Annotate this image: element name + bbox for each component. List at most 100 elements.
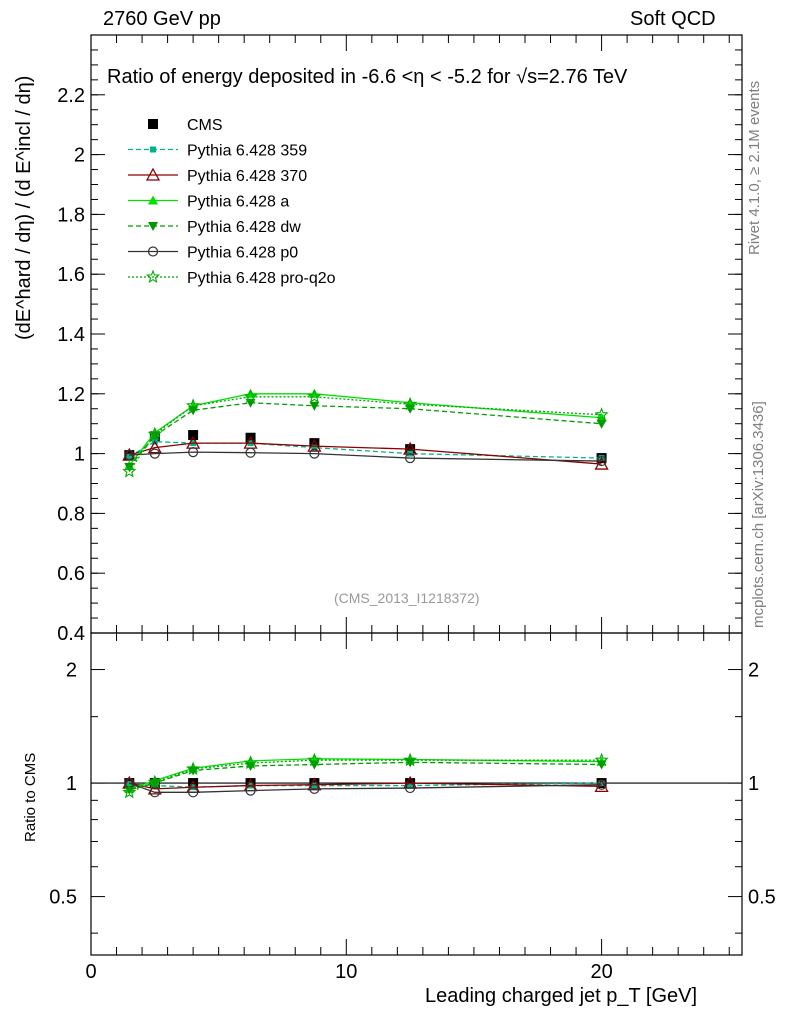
data-point-pq2o [307,752,322,767]
legend-label-pdw: Pythia 6.428 dw [187,219,301,236]
data-point-p370 [147,440,162,454]
ratio-y-tick-label: 0.5 [49,887,77,909]
data-point-pp0 [188,447,199,458]
data-point-pp0 [405,452,416,464]
x-tick-label: 20 [590,961,612,983]
data-point-pp0 [149,787,160,798]
ratio-plot-frame [90,632,743,956]
rivet-version-label: Rivet 4.1.0, ≥ 2.1M events [746,80,763,255]
header-process-label: 2760 GeV pp [103,8,221,30]
data-point-pq2o [307,389,322,403]
plot-title: Ratio of energy deposited in -6.6 <η < -… [107,66,628,88]
legend: CMS Pythia 6.428 359 Pythia 6.428 370 Pythi… [128,117,336,287]
data-point-pp0 [596,779,607,790]
data-point-pq2o [243,389,258,403]
legend-marker-p370 [145,167,161,181]
data-point-pq2o [594,407,609,421]
series-line-p370 [129,442,602,465]
ratio-y-tick-label: 1 [66,773,77,795]
legend-label-p359: Pythia 6.428 359 [187,143,307,160]
data-point-cms [188,778,199,789]
main-y-axis-label: (dE^hard / dη) / (d E^incl / dη) [13,75,35,340]
header-category-label: Soft QCD [630,8,716,30]
data-point-pdw [149,779,160,789]
data-point-pp0 [309,783,320,795]
mcplots-source-label: mcplots.cern.ch [arXiv:1306.3436] [750,401,767,628]
data-point-pdw [596,419,607,429]
data-point-pdw [188,766,199,776]
data-point-p370 [594,779,609,793]
data-point-pq2o [147,426,162,441]
main-y-tick-label: 2 [74,145,85,167]
data-point-pa [245,388,256,398]
data-point-cms [188,430,199,441]
ratio-y-tick-label-right: 2 [748,660,759,682]
series-line-pq2o [128,396,602,472]
ratio-y-tick-label: 2 [66,660,77,682]
main-y-tick-label: 1.2 [57,384,85,406]
x-axis-label: Leading charged jet p_T [GeV] [425,985,698,1007]
legend-marker-cms [148,119,158,129]
legend-marker-pq2o [145,269,161,284]
data-point-p370 [594,456,609,470]
data-point-p359 [311,444,318,451]
data-point-pq2o [243,755,258,770]
data-point-p370 [307,438,322,452]
main-y-tick-label: 0.6 [57,563,85,585]
data-point-pdw [124,785,135,795]
data-point-pq2o [594,752,609,767]
main-y-tick-label: 2.2 [57,85,85,107]
data-point-pp0 [245,785,256,796]
data-point-pdw [309,401,320,411]
main-y-tick-label: 1.6 [57,264,85,286]
ratio-y-axis-label: Ratio to CMS [22,752,39,842]
data-point-p370 [307,777,322,791]
legend-label-cms: CMS [187,117,223,134]
ratio-axis-ticks: 0.5 0.51 12 20 10 20 [49,632,776,983]
data-point-pdw [124,463,135,473]
data-point-pq2o [402,396,418,411]
data-point-pp0 [149,448,160,459]
analysis-watermark: (CMS_2013_I1218372) [334,590,480,606]
main-series-group [122,388,609,478]
data-point-p359 [598,780,605,787]
data-point-pdw [149,431,160,441]
data-point-pq2o [186,761,201,775]
main-y-tick-label: 1 [74,444,85,466]
ratio-y-tick-label-right: 0.5 [748,887,776,909]
legend-label-pq2o: Pythia 6.428 pro-q2o [187,270,336,287]
data-point-pq2o [122,784,137,799]
data-point-pp0 [405,782,416,794]
data-point-p359 [126,453,133,460]
legend-marker-p359 [150,146,156,153]
legend-marker-pdw [148,222,158,231]
ratio-series-group [122,752,609,799]
main-y-tick-label: 1.4 [57,324,85,346]
series-line-pq2o [129,759,602,793]
ratio-y-tick-label-right: 1 [748,773,759,795]
data-point-pq2o [185,398,201,412]
data-point-p359 [126,780,133,787]
data-point-pp0 [124,449,135,461]
data-point-pp0 [245,447,256,458]
data-point-pp0 [596,455,607,467]
legend-label-pp0: Pythia 6.428 p0 [187,245,298,262]
series-line-pp0 [129,451,602,462]
series-line-pp0 [129,782,602,793]
main-y-tick-label: 1.8 [57,204,85,226]
data-point-p359 [407,782,414,789]
data-point-pp0 [188,787,199,798]
legend-label-pa: Pythia 6.428 a [187,194,289,211]
data-point-pq2o [402,752,418,767]
data-point-pa [309,388,320,398]
data-point-cms [309,438,320,449]
main-axis-ticks: 0.4 0.6 0.8 1 1.2 1.4 1.6 1.8 2 2.2 [57,34,742,955]
data-point-pp0 [309,448,320,459]
legend-label-p370: Pythia 6.428 370 [187,168,307,185]
main-y-tick-label: 0.4 [57,623,85,645]
legend-marker-pp0 [147,246,159,257]
data-point-pq2o [122,463,137,478]
x-tick-label: 10 [335,961,357,983]
data-point-p359 [311,782,318,789]
